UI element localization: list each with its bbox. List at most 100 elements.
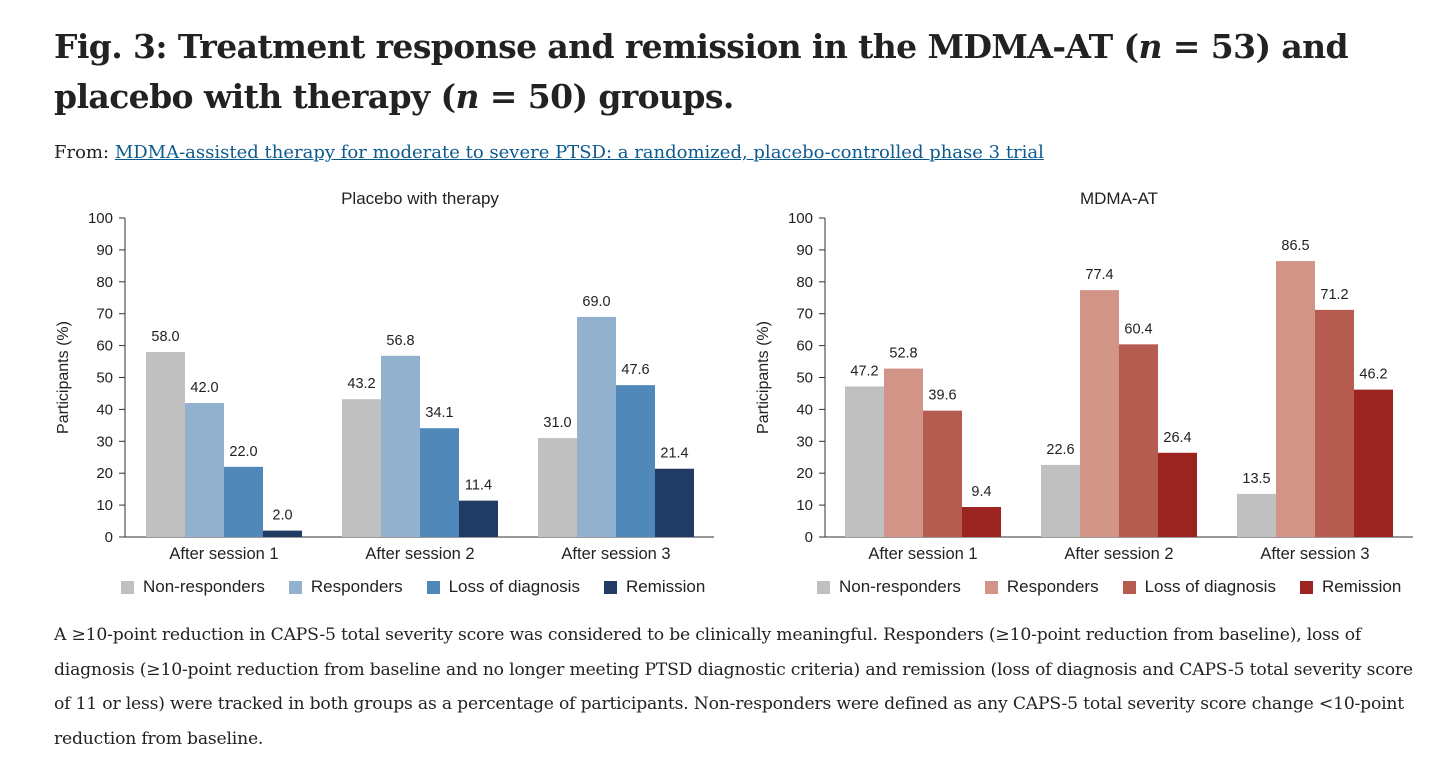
placebo-chart-title: Placebo with therapy <box>341 189 499 208</box>
mdma-bar-non-responders-3 <box>1237 493 1276 537</box>
placebo-bar-responders-2 <box>381 355 420 537</box>
placebo-bar-loss-of-diagnosis-3 <box>616 385 655 537</box>
mdma-chart-title: MDMA-AT <box>1080 189 1158 208</box>
placebo-data-label-responders-2: 56.8 <box>386 333 414 349</box>
mdma-legend-swatch-remission <box>1299 580 1313 594</box>
placebo-bar-responders-3 <box>577 316 616 537</box>
placebo-data-label-responders-3: 69.0 <box>582 294 610 310</box>
mdma-legend-swatch-responders <box>984 580 998 594</box>
placebo-legend-label-loss-of-diagnosis: Loss of diagnosis <box>448 577 580 596</box>
mdma-y-tick-label: 20 <box>796 465 813 482</box>
placebo-y-tick-label: 20 <box>96 465 113 482</box>
mdma-y-tick-label: 60 <box>796 338 813 355</box>
placebo-bar-non-responders-1 <box>146 351 185 537</box>
mdma-bar-loss-of-diagnosis-1 <box>923 410 962 537</box>
mdma-bar-responders-3 <box>1276 261 1315 537</box>
mdma-y-tick-label: 100 <box>788 210 813 227</box>
mdma-y-tick-label: 0 <box>805 529 813 546</box>
mdma-bar-remission-3 <box>1354 389 1393 537</box>
mdma-legend-item-remission: Remission <box>1299 577 1402 597</box>
mdma-bar-non-responders-2 <box>1041 464 1080 537</box>
mdma-legend-swatch-loss-of-diagnosis <box>1122 580 1136 594</box>
title-text-3: = 50) groups. <box>478 77 735 116</box>
title-text-2: = 53) and placebo with therapy ( <box>54 27 1349 116</box>
placebo-bar-loss-of-diagnosis-2 <box>420 428 459 537</box>
mdma-data-label-loss-of-diagnosis-2: 60.4 <box>1124 321 1152 337</box>
mdma-legend-item-non-responders: Non-responders <box>817 577 961 597</box>
mdma-bar-remission-2 <box>1158 452 1197 537</box>
figure-title: Fig. 3: Treatment response and remission… <box>54 22 1414 122</box>
mdma-data-label-responders-1: 52.8 <box>889 346 917 362</box>
placebo-legend-item-remission: Remission <box>603 577 706 597</box>
placebo-bar-non-responders-2 <box>342 399 381 537</box>
mdma-legend-item-loss-of-diagnosis: Loss of diagnosis <box>1122 577 1276 597</box>
mdma-legend-label-non-responders: Non-responders <box>839 577 961 596</box>
placebo-y-axis-label: Participants (%) <box>55 321 72 434</box>
placebo-data-label-non-responders-3: 31.0 <box>543 415 571 431</box>
mdma-legend-item-responders: Responders <box>984 577 1099 597</box>
mdma-legend-swatch-non-responders <box>817 580 830 594</box>
figure-caption: A ≥10-point reduction in CAPS-5 total se… <box>54 625 1413 749</box>
placebo-bar-remission-2 <box>459 500 498 537</box>
title-n-variable-2: n <box>455 77 479 116</box>
placebo-bar-remission-1 <box>263 530 302 537</box>
mdma-data-label-non-responders-2: 22.6 <box>1046 442 1074 458</box>
placebo-y-tick-label: 70 <box>96 306 113 323</box>
mdma-y-tick-label: 10 <box>796 497 813 514</box>
mdma-legend-label-responders: Responders <box>1006 577 1099 596</box>
placebo-legend-swatch-remission <box>603 580 617 594</box>
mdma-data-label-non-responders-3: 13.5 <box>1242 471 1270 487</box>
charts-canvas: Placebo with therapy 0 10 20 30 40 50 60 70 80 90 1… <box>55 189 1413 563</box>
placebo-legend-item-loss-of-diagnosis: Loss of diagnosis <box>426 577 580 597</box>
mdma-y-tick-label: 40 <box>796 401 813 418</box>
placebo-data-label-loss-of-diagnosis-2: 34.1 <box>425 405 453 421</box>
mdma-legend-label-remission: Remission <box>1321 577 1402 596</box>
placebo-y-tick-label: 50 <box>96 370 113 387</box>
mdma-y-tick-label: 30 <box>796 433 813 450</box>
placebo-data-label-remission-2: 11.4 <box>465 478 492 494</box>
placebo-legend-label-non-responders: Non-responders <box>143 577 265 596</box>
source-article-link[interactable]: MDMA-assisted therapy for moderate to se… <box>114 142 1044 163</box>
placebo-y-tick-label: 90 <box>96 242 113 259</box>
mdma-category-label-2: After session 2 <box>1064 545 1173 563</box>
mdma-bar-loss-of-diagnosis-3 <box>1315 309 1354 537</box>
mdma-y-tick-label: 80 <box>796 274 813 291</box>
placebo-legend-item-non-responders: Non-responders <box>121 577 265 597</box>
placebo-legend-swatch-responders <box>288 580 302 594</box>
placebo-category-label-1: After session 1 <box>169 545 278 563</box>
from-label: From: <box>54 142 110 163</box>
mdma-data-label-non-responders-1: 47.2 <box>850 363 878 379</box>
mdma-bar-responders-2 <box>1080 290 1119 537</box>
placebo-data-label-loss-of-diagnosis-1: 22.0 <box>229 444 257 460</box>
placebo-legend-swatch-loss-of-diagnosis <box>426 580 440 594</box>
placebo-data-label-loss-of-diagnosis-3: 47.6 <box>621 362 649 378</box>
mdma-y-tick-label: 50 <box>796 370 813 387</box>
placebo-bar-loss-of-diagnosis-1 <box>224 466 263 537</box>
mdma-bar-non-responders-1 <box>845 386 884 537</box>
placebo-legend-label-responders: Responders <box>310 577 403 596</box>
legend-mdma: Non-responders Responders Loss of diagnosi… <box>817 576 1425 598</box>
placebo-data-label-non-responders-1: 58.0 <box>151 329 179 345</box>
placebo-bar-responders-1 <box>185 403 224 537</box>
placebo-data-label-remission-3: 21.4 <box>660 446 688 462</box>
placebo-legend-label-remission: Remission <box>625 577 706 596</box>
placebo-data-label-non-responders-2: 43.2 <box>347 376 375 392</box>
placebo-legend-item-responders: Responders <box>288 577 403 597</box>
placebo-y-tick-label: 10 <box>96 497 113 514</box>
mdma-data-label-remission-3: 46.2 <box>1359 367 1387 383</box>
legend-placebo: Non-responders Responders Loss of diagnosi… <box>121 576 729 598</box>
placebo-category-label-3: After session 3 <box>561 545 670 563</box>
mdma-data-label-responders-3: 86.5 <box>1281 238 1309 254</box>
placebo-legend-swatch-non-responders <box>121 580 134 594</box>
placebo-y-tick-label: 0 <box>105 529 113 546</box>
mdma-legend-label-loss-of-diagnosis: Loss of diagnosis <box>1144 577 1276 596</box>
mdma-y-tick-label: 70 <box>796 306 813 323</box>
mdma-data-label-remission-2: 26.4 <box>1163 430 1191 446</box>
placebo-y-tick-label: 60 <box>96 338 113 355</box>
placebo-y-tick-label: 30 <box>96 433 113 450</box>
mdma-data-label-remission-1: 9.4 <box>971 484 991 500</box>
mdma-data-label-loss-of-diagnosis-3: 71.2 <box>1320 287 1348 303</box>
mdma-bar-loss-of-diagnosis-2 <box>1119 344 1158 537</box>
mdma-bar-remission-1 <box>962 507 1001 537</box>
placebo-data-label-remission-1: 2.0 <box>272 508 292 524</box>
